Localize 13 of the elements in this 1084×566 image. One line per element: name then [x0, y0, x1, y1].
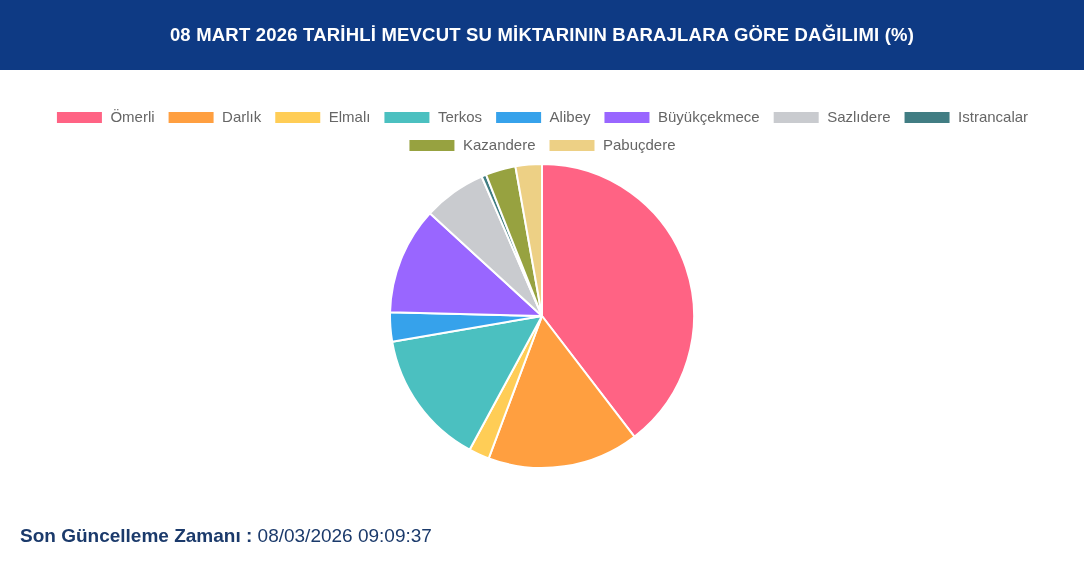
chart-title: 08 MART 2026 TARİHLİ MEVCUT SU MİKTARININ BARAJLARA GÖRE DAĞILIMI (%) — [169, 24, 915, 46]
legend-label: Ömerli — [110, 107, 155, 125]
legend-label: Istrancalar — [958, 107, 1029, 125]
text: Son Güncelleme Zamanı : — [20, 525, 253, 546]
text: 08/03/2026 09:09:37 — [257, 525, 432, 546]
legend-label: Terkos — [437, 107, 483, 125]
legend-label: Darlık — [222, 107, 262, 125]
legend-label: Pabuçdere — [603, 135, 676, 153]
legend-label: Kazandere — [462, 135, 536, 153]
legend-label: Büyükçekmece — [657, 107, 760, 125]
legend-label: Sazlıdere — [827, 107, 891, 125]
legend-label: Elmalı — [328, 107, 371, 125]
legend-label: Alibey — [549, 107, 591, 125]
